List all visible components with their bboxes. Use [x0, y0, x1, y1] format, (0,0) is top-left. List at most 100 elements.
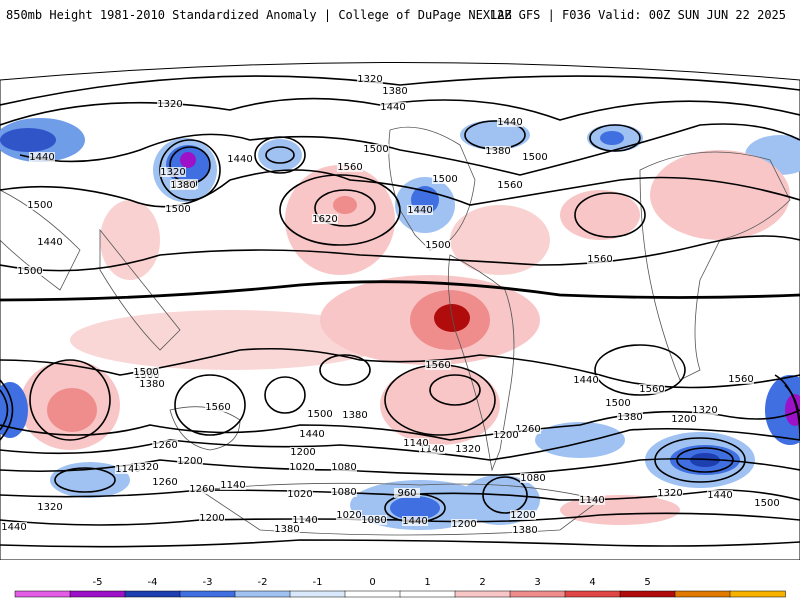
colorbar-swatch	[509, 590, 566, 598]
contour-label-bg	[307, 409, 333, 419]
contour-label-bg	[419, 444, 445, 454]
contour-label: 1560	[639, 384, 664, 395]
contour-label-bg	[331, 487, 357, 497]
contour-label: 1260	[515, 424, 540, 435]
contour-label-bg	[152, 477, 178, 487]
contour-label: 1140	[419, 444, 444, 455]
contour-label-bg	[292, 515, 318, 525]
contour-label-bg	[657, 488, 683, 498]
colorbar-swatches	[14, 590, 786, 598]
contour-label-bg	[402, 516, 428, 526]
contour-label-bg	[27, 200, 53, 210]
contour-label: 1500	[27, 200, 52, 211]
contour-label-bg	[455, 444, 481, 454]
contour-label: 1320	[357, 74, 382, 85]
contour-label-bg	[515, 424, 541, 434]
colorbar-swatch	[619, 590, 676, 598]
contour-label-bg	[361, 515, 387, 525]
coastlines	[0, 126, 791, 536]
colorbar-tick-label: 2	[479, 577, 485, 588]
contour-label-bg	[152, 440, 178, 450]
colorbar-swatch	[289, 590, 346, 598]
contour-label-bg	[403, 438, 429, 448]
colorbar-swatch	[179, 590, 236, 598]
contour-label: 1440	[1, 522, 26, 533]
contour-label-bg	[522, 152, 548, 162]
contour-label: 1080	[331, 462, 356, 473]
heavy-contour	[0, 280, 800, 302]
contour-label-bg	[382, 86, 408, 96]
contour-label: 1560	[425, 360, 450, 371]
contour-label: 1560	[587, 254, 612, 265]
contour-label-bg	[363, 144, 389, 154]
colorbar-tick-label: -1	[313, 577, 323, 588]
colorbar-swatch	[14, 590, 71, 598]
contour-label-bg	[754, 498, 780, 508]
contour-label-bg	[394, 488, 420, 498]
contour-label-bg	[139, 379, 165, 389]
contour-label: 1380	[382, 86, 407, 97]
colorbar-tick-label: 1	[424, 577, 430, 588]
colorbar-tick-label: -2	[258, 577, 268, 588]
contour-label-bg	[165, 204, 191, 214]
contour-label-bg	[336, 510, 362, 520]
contour-label-bg	[407, 205, 433, 215]
map-title: 850mb Height 1981-2010 Standardized Anom…	[6, 8, 512, 22]
contour-label: 1380	[342, 410, 367, 421]
colorbar-swatch	[564, 590, 621, 598]
contour-label: 1500	[605, 398, 630, 409]
contour-label: 1440	[37, 237, 62, 248]
contour-label: 1380	[139, 379, 164, 390]
contour-label: 1500	[307, 409, 332, 420]
colorbar-swatch	[454, 590, 511, 598]
colorbar-swatch	[729, 590, 786, 598]
contour-label-bg	[290, 447, 316, 457]
contour-label-bg	[357, 74, 383, 84]
contour-label: 1260	[152, 477, 177, 488]
contour-label-bg	[160, 167, 186, 177]
map-header: 850mb Height 1981-2010 Standardized Anom…	[0, 0, 800, 30]
colorbar-tick-label: -3	[203, 577, 213, 588]
colorbar-tick-label: 3	[534, 577, 540, 588]
contour-label-bg	[451, 519, 477, 529]
contour-label: 1500	[17, 266, 42, 277]
contour-label: 1500	[522, 152, 547, 163]
contour-label: 1260	[189, 484, 214, 495]
contour-label-bg	[337, 162, 363, 172]
contour-label-bg	[17, 266, 43, 276]
anomaly-shading	[0, 118, 800, 530]
contour-label-bg	[177, 456, 203, 466]
contour-label: 1080	[331, 487, 356, 498]
contour-label: 1020	[289, 462, 314, 473]
contour-label-bg	[205, 402, 231, 412]
height-contours	[0, 75, 800, 548]
contour-label: 1020	[287, 489, 312, 500]
colorbar-tick-label: 4	[589, 577, 595, 588]
colorbar-swatch	[124, 590, 181, 598]
contour-label-bg	[312, 214, 338, 224]
colorbar-ticks: -5 -4 -3 -2 -1 0 1 2 3 4 5	[93, 577, 651, 588]
contour-label-bg	[587, 254, 613, 264]
contour-label: 1080	[520, 473, 545, 484]
colorbar-swatch	[399, 590, 456, 598]
contour-label: 1140	[403, 438, 428, 449]
contour-label-bg	[579, 495, 605, 505]
contour-label-bg	[274, 524, 300, 534]
contour-label: 1380	[274, 524, 299, 535]
contour-label: 1320	[157, 99, 182, 110]
contour-label: 1200	[451, 519, 476, 530]
contour-label-bg	[289, 462, 315, 472]
contour-label: 1500	[754, 498, 779, 509]
contour-label-bg	[227, 154, 253, 164]
contour-label: 1500	[432, 174, 457, 185]
contour-label-bg	[342, 410, 368, 420]
contour-label-bg	[671, 414, 697, 424]
colorbar-tick-label: -4	[148, 577, 158, 588]
contour-label: 1320	[455, 444, 480, 455]
colorbar-swatch	[234, 590, 291, 598]
contour-label-bg	[692, 405, 718, 415]
contour-label: 1440	[299, 429, 324, 440]
contour-label-bg	[497, 117, 523, 127]
contour-label: 1440	[497, 117, 522, 128]
contour-label: 1560	[728, 374, 753, 385]
